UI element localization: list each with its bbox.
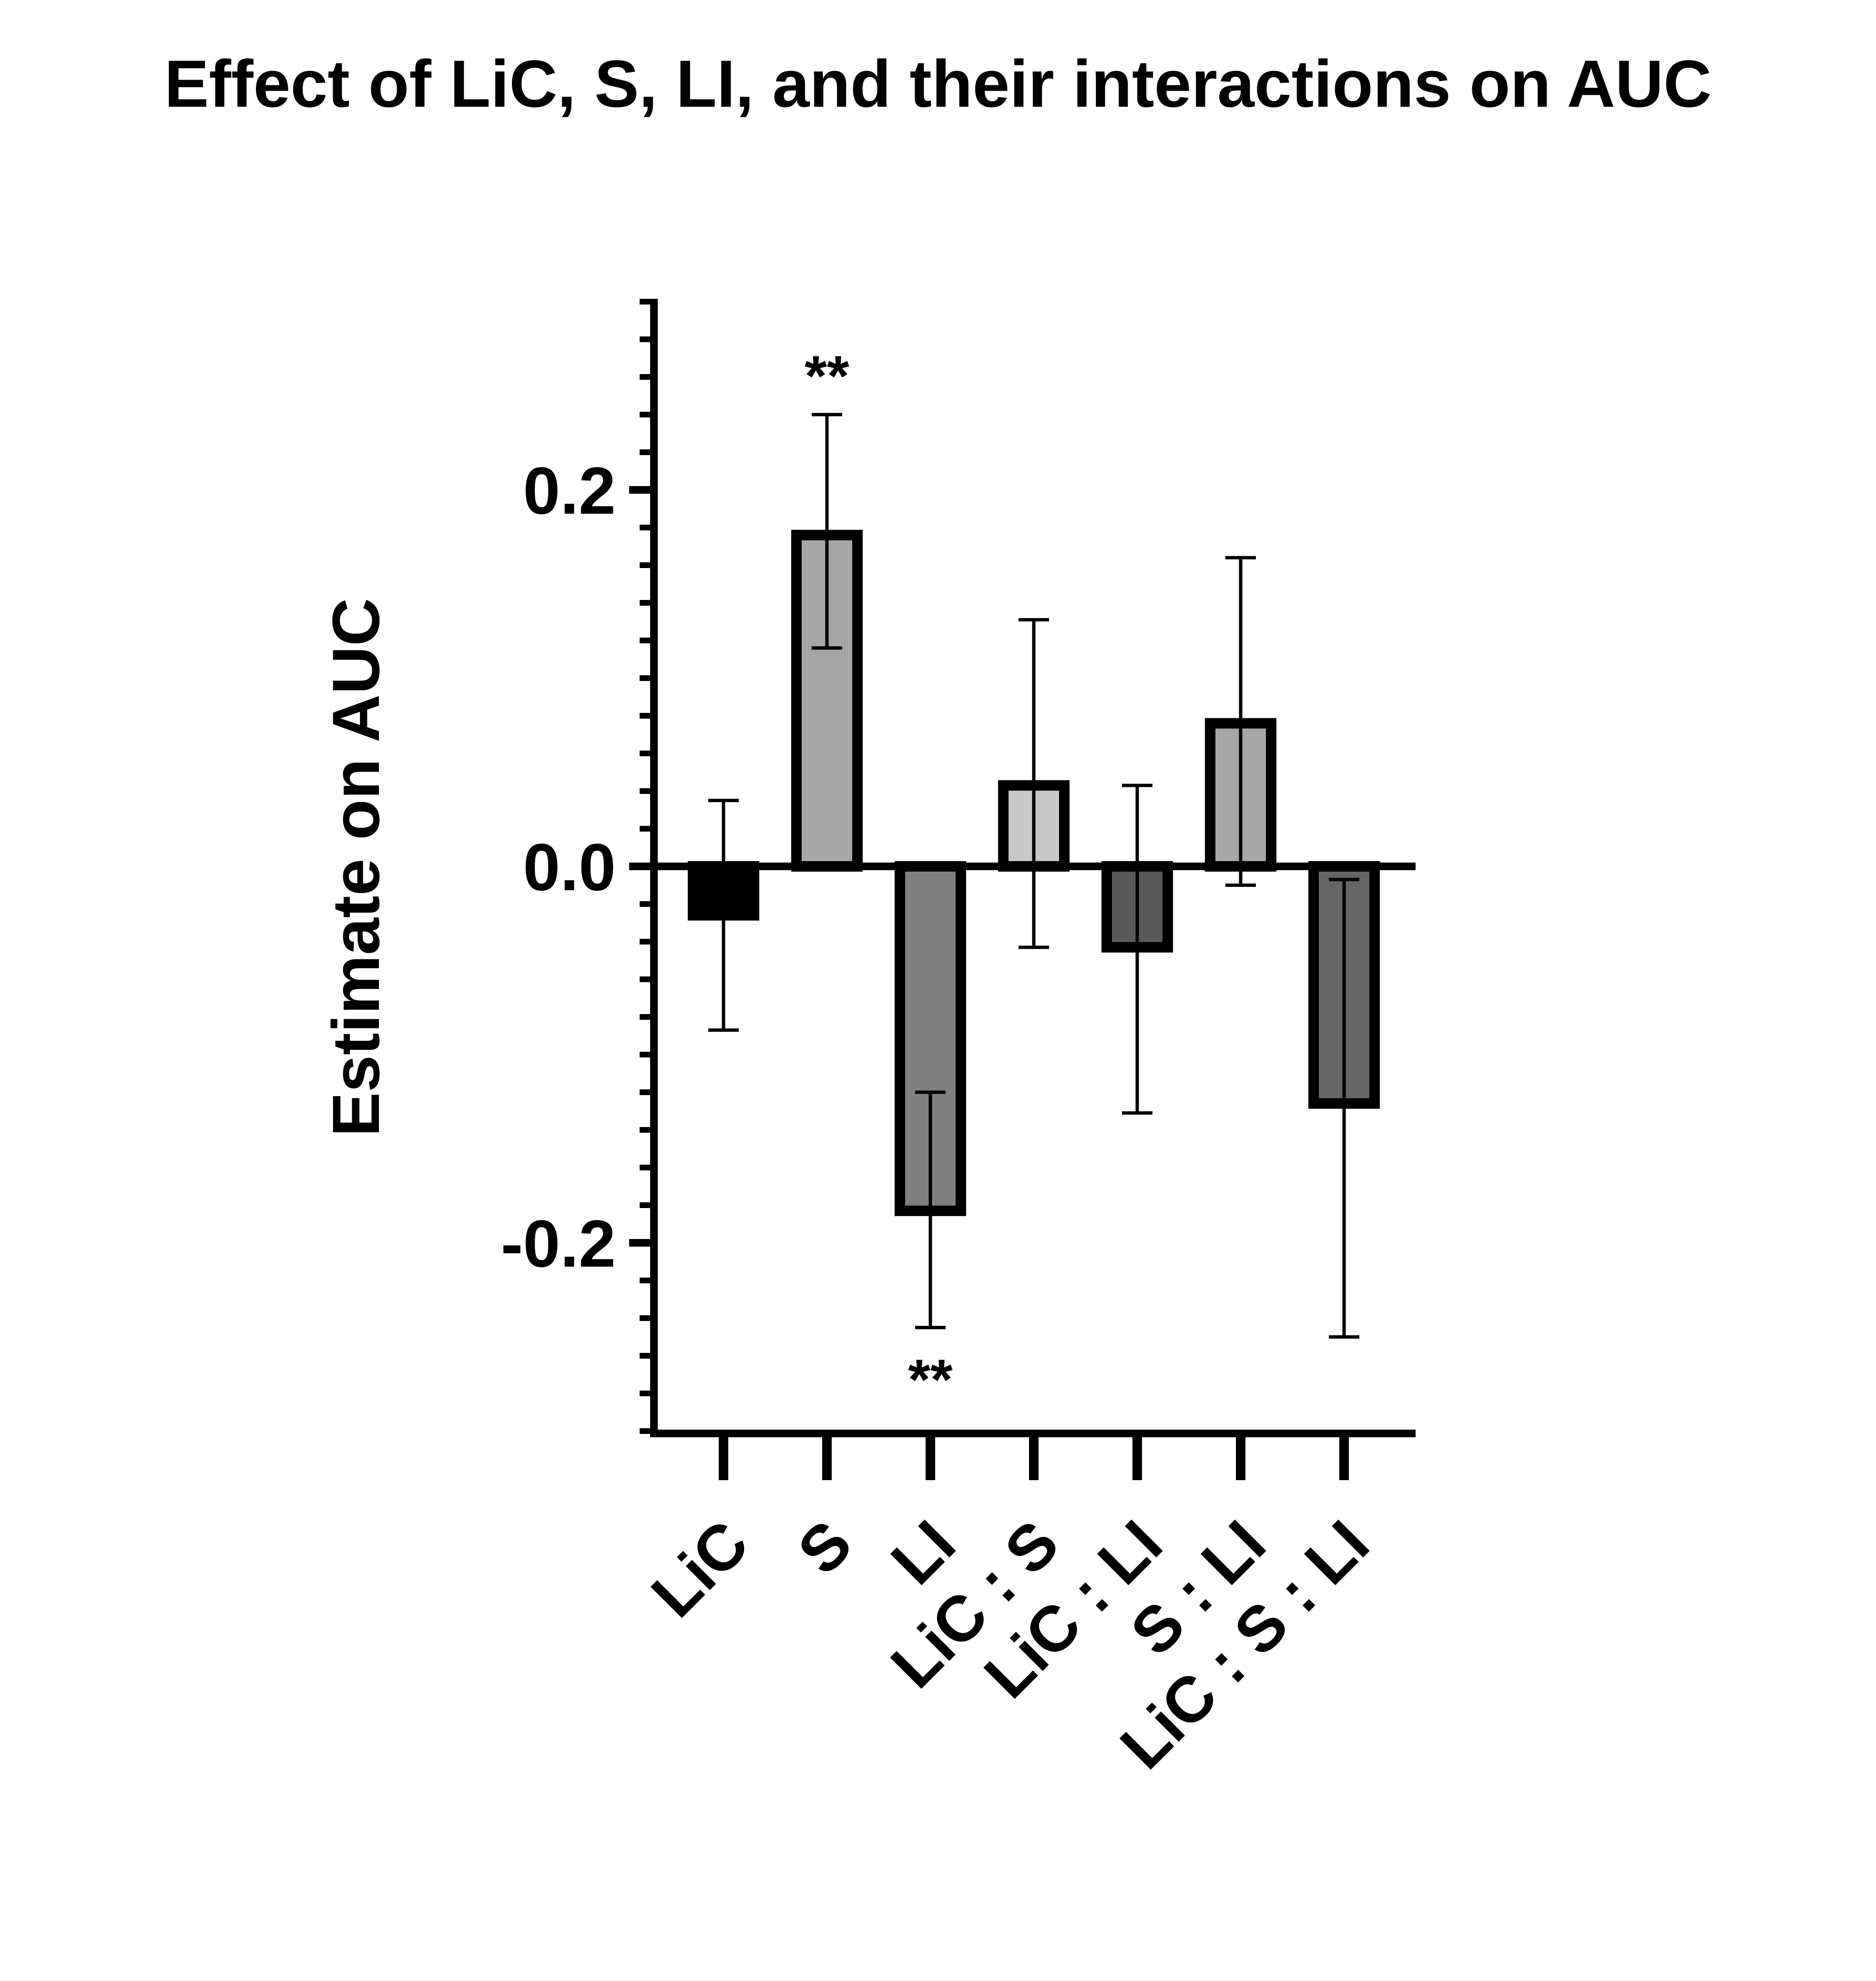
y-tick-label-2: -0.2: [501, 1206, 616, 1281]
x-tick-label-1: S: [784, 1507, 865, 1588]
significance-marker-2: **: [908, 1348, 953, 1412]
x-tick-label-0: LiC: [638, 1507, 762, 1631]
y-tick-label-1: 0.0: [523, 830, 616, 904]
y-axis-label: Estimate on AUC: [318, 598, 393, 1137]
significance-marker-1: **: [805, 344, 849, 408]
y-tick-label-0: 0.2: [523, 453, 616, 528]
chart-title: Effect of LiC, S, LI, and their interact…: [164, 46, 1712, 121]
